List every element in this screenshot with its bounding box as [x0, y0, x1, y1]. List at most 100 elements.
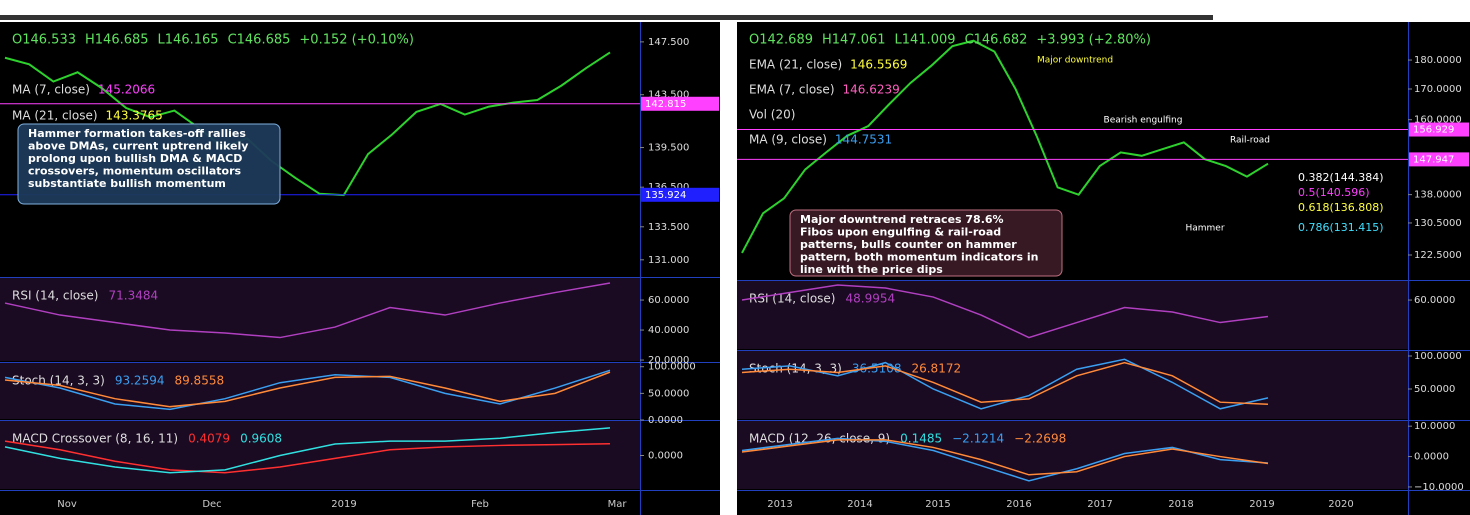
price-tag [1409, 152, 1469, 167]
x-tick-label: 2020 [1328, 499, 1353, 510]
y-tick-label: 0.0000 [1414, 452, 1449, 463]
legend-value: 143.3765 [106, 109, 163, 123]
note-line: Hammer formation takes-off rallies [28, 127, 246, 140]
y-tick-label: 100.0000 [1414, 351, 1462, 362]
price-line [741, 39, 1269, 254]
x-tick-label: 2016 [1006, 499, 1031, 510]
y-tick-label: 0.0000 [648, 415, 683, 426]
fib-label: 0.618(136.808) [1298, 201, 1384, 214]
x-tick-label: 2018 [1168, 499, 1193, 510]
legend-name: MA (9, close) [749, 133, 827, 147]
y-tick-label: 136.500 [648, 182, 689, 193]
indicator-bg [0, 363, 640, 419]
y-tick-label: 122.5000 [1414, 250, 1462, 261]
ohlc-value: H147.061 [822, 33, 886, 48]
note-line: patterns, bulls counter on hammer [800, 238, 1017, 251]
price-tag-label: 135.924 [645, 190, 686, 201]
y-tick-label: 138.0000 [1414, 190, 1462, 201]
note-line: substantiate bullish momentum [28, 177, 226, 190]
indicator-bg [737, 281, 1408, 349]
indicator-line [741, 439, 1269, 476]
x-tick-label: 2019 [1249, 499, 1274, 510]
y-tick-label: 180.0000 [1414, 55, 1462, 66]
indicator-bg [737, 351, 1408, 419]
y-tick-label: 40.0000 [648, 325, 689, 336]
indicator-line [4, 440, 611, 474]
note-line: crossovers, momentum oscillators [28, 165, 242, 178]
indicator-bg [0, 421, 640, 489]
indicator-reading: 93.2594 [115, 374, 165, 388]
note-box [17, 123, 281, 205]
ohlc-value: +3.993 (+2.80%) [1036, 33, 1151, 48]
y-tick-label: 0.0000 [648, 451, 683, 462]
ohlc-value: +0.152 (+0.10%) [299, 33, 414, 48]
ohlc-value: O142.689 [749, 33, 813, 48]
note-line: Major downtrend retraces 78.6% [800, 213, 1004, 226]
legend-value: 145.2066 [98, 83, 155, 97]
indicator-reading: 89.8558 [174, 374, 224, 388]
indicator-reading: 0.4079 [188, 432, 230, 446]
indicator-line [741, 358, 1269, 410]
y-tick-label: −10.0000 [1414, 482, 1464, 493]
annotation: Hammer [1185, 224, 1224, 234]
indicator-reading: −2.1214 [952, 432, 1004, 446]
y-tick-label: 139.500 [648, 143, 689, 154]
y-tick-label: 133.500 [648, 222, 689, 233]
y-tick-label: 50.0000 [648, 388, 689, 399]
x-tick-label: 2014 [847, 499, 872, 510]
y-tick-label: 131.000 [648, 255, 689, 266]
price-tag-label: 147.947 [1413, 154, 1454, 165]
legend-value: 146.6239 [843, 83, 900, 97]
x-tick-label: 2019 [331, 499, 356, 510]
y-tick-label: 100.0000 [648, 362, 696, 373]
price-tag [641, 187, 719, 202]
indicator-label: Stoch (14, 3, 3) [12, 374, 105, 388]
indicator-label: MACD (12, 26, close, 9) [749, 432, 890, 446]
indicator-bg [737, 421, 1408, 489]
y-tick-label: 130.5000 [1414, 218, 1462, 229]
x-tick-label: Mar [608, 499, 628, 510]
legend-name: MA (7, close) [12, 83, 90, 97]
note-line: line with the price dips [800, 263, 943, 276]
fib-label: 0.786(131.415) [1298, 221, 1384, 234]
indicator-reading: −2.2698 [1014, 432, 1066, 446]
indicator-reading: 48.9954 [845, 292, 895, 306]
indicator-line [4, 371, 611, 408]
x-tick-label: 2017 [1087, 499, 1112, 510]
indicator-label: RSI (14, close) [749, 292, 835, 306]
note-line: above DMAs, current uptrend likely [28, 140, 248, 153]
indicator-line [741, 361, 1269, 406]
indicator-bg [0, 278, 640, 361]
price-tag-label: 142.815 [645, 99, 686, 110]
note-line: pattern, both momentum indicators in [800, 251, 1038, 264]
legend-name: MA (21, close) [12, 109, 98, 123]
y-tick-label: 10.0000 [1414, 421, 1455, 432]
legend-value: 144.7531 [835, 133, 892, 147]
x-tick-label: 2013 [767, 499, 792, 510]
indicator-reading: 71.3484 [108, 289, 158, 303]
price-tag [641, 96, 719, 111]
note-line: Fibos upon engulfing & rail-road [800, 226, 1001, 239]
indicator-reading: 0.9608 [240, 432, 282, 446]
indicator-line [4, 369, 611, 411]
legend-value: 146.5569 [850, 58, 907, 72]
indicator-reading: 0.1485 [900, 432, 942, 446]
y-tick-label: 160.0000 [1414, 115, 1462, 126]
indicator-label: MACD Crossover (8, 16, 11) [12, 432, 178, 446]
ohlc-value: C146.685 [228, 33, 291, 48]
legend-name: Vol (20) [749, 108, 795, 122]
y-tick-label: 20.0000 [648, 355, 689, 366]
annotation: Major downtrend [1037, 56, 1113, 66]
indicator-label: RSI (14, close) [12, 289, 98, 303]
top-bar [0, 15, 1213, 20]
ohlc-value: C146.682 [965, 33, 1028, 48]
y-tick-label: 60.0000 [648, 295, 689, 306]
ohlc-value: H146.685 [85, 33, 149, 48]
indicator-line [4, 282, 611, 339]
annotation: Bearish engulfing [1104, 116, 1183, 126]
price-tag [1409, 122, 1469, 137]
legend-name: EMA (7, close) [749, 83, 835, 97]
y-tick-label: 143.500 [648, 90, 689, 101]
legend-name: EMA (21, close) [749, 58, 842, 72]
